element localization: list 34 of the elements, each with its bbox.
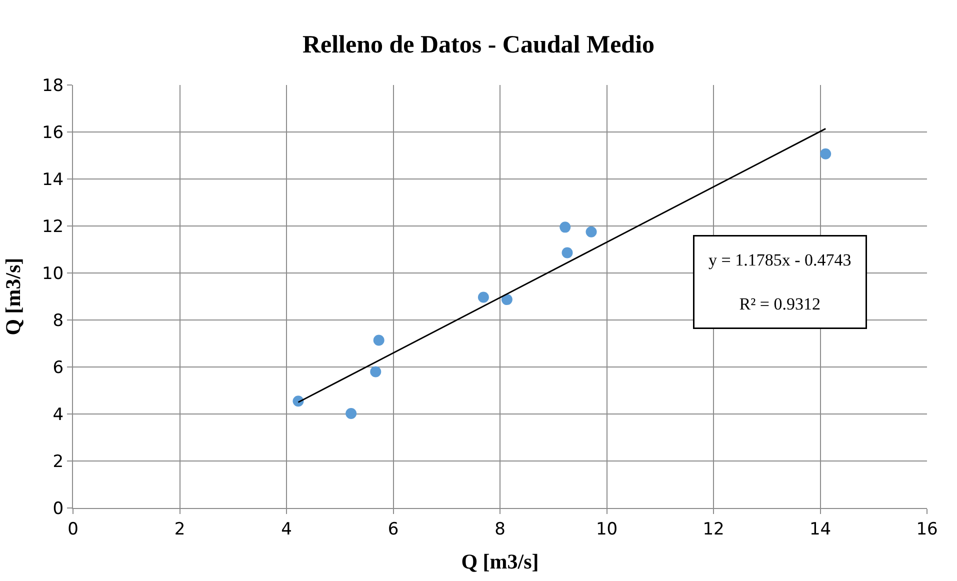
point xyxy=(373,334,384,346)
y-axis-title: Q [m3/s] xyxy=(1,258,26,336)
point xyxy=(562,247,573,258)
y-tick-label: 12 xyxy=(42,216,64,237)
y-tick-label: 18 xyxy=(42,76,64,96)
annotation: R² = 0.9312 xyxy=(739,294,821,314)
x-tick-label: 10 xyxy=(596,519,618,540)
y-tick-label: 16 xyxy=(42,122,64,143)
x-axis-title: Q [m3/s] xyxy=(461,550,539,574)
x-tick-label: 4 xyxy=(281,519,292,540)
y-tick-label: 8 xyxy=(52,310,64,331)
x-tick-label: 6 xyxy=(388,519,399,540)
point xyxy=(820,148,832,160)
point xyxy=(586,226,597,238)
point xyxy=(478,292,489,303)
point xyxy=(346,408,357,420)
y-tick-label: 10 xyxy=(42,264,64,284)
x-tick-label: 16 xyxy=(916,519,938,540)
x-tick-label: 14 xyxy=(809,519,832,540)
point xyxy=(292,396,304,407)
y-tick-label: 0 xyxy=(52,498,64,519)
y-tick-label: 2 xyxy=(52,452,64,472)
chart-title: Relleno de Datos - Caudal Medio xyxy=(302,31,655,58)
point xyxy=(370,366,382,378)
x-tick-label: 12 xyxy=(702,519,724,540)
annotation: y = 1.1785x - 0.4743 xyxy=(708,250,852,270)
point xyxy=(560,222,571,233)
x-tick-label: 8 xyxy=(494,519,506,540)
point xyxy=(501,294,512,306)
y-tick-label: 14 xyxy=(42,170,64,190)
y-tick-label: 4 xyxy=(52,404,64,425)
x-tick-label: 2 xyxy=(174,519,186,540)
x-tick-label: 0 xyxy=(68,519,78,540)
y-tick-label: 6 xyxy=(52,358,64,378)
